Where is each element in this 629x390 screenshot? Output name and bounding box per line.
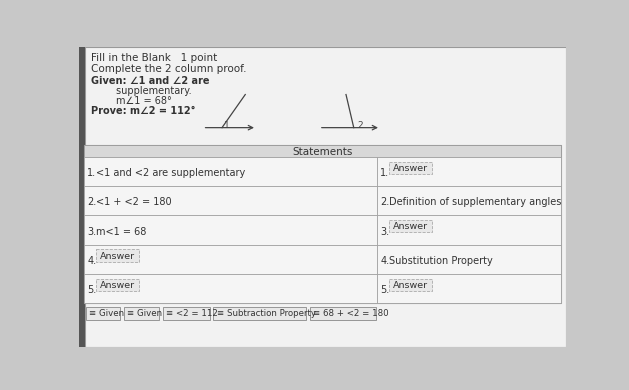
FancyBboxPatch shape xyxy=(84,274,377,303)
Text: Answer: Answer xyxy=(100,252,135,261)
Text: Prove: m∠2 = 112°: Prove: m∠2 = 112° xyxy=(91,106,196,116)
Text: 2.: 2. xyxy=(380,197,389,207)
FancyBboxPatch shape xyxy=(84,157,377,186)
FancyBboxPatch shape xyxy=(84,145,560,157)
Text: Answer: Answer xyxy=(100,281,135,290)
Text: ≡ Given: ≡ Given xyxy=(128,309,162,318)
Text: ≡ 68 + <2 = 180: ≡ 68 + <2 = 180 xyxy=(313,309,389,318)
Text: 3.: 3. xyxy=(87,227,96,237)
Text: Fill in the Blank   1 point: Fill in the Blank 1 point xyxy=(91,53,217,63)
FancyBboxPatch shape xyxy=(377,157,560,186)
Text: 5.: 5. xyxy=(87,285,96,295)
FancyBboxPatch shape xyxy=(84,245,377,274)
Text: Definition of supplementary angles: Definition of supplementary angles xyxy=(389,197,562,207)
FancyBboxPatch shape xyxy=(213,307,306,320)
Text: 1.: 1. xyxy=(380,168,389,178)
Text: ≡ Subtraction Property: ≡ Subtraction Property xyxy=(216,309,316,318)
FancyBboxPatch shape xyxy=(84,145,560,303)
FancyBboxPatch shape xyxy=(389,220,432,232)
FancyBboxPatch shape xyxy=(84,215,377,245)
Text: ≡ <2 = 112: ≡ <2 = 112 xyxy=(166,309,218,318)
FancyBboxPatch shape xyxy=(377,245,560,274)
FancyBboxPatch shape xyxy=(377,215,560,245)
Text: Answer: Answer xyxy=(393,281,428,290)
Text: Statements: Statements xyxy=(292,147,352,157)
FancyBboxPatch shape xyxy=(86,307,121,320)
Text: 1.: 1. xyxy=(87,168,96,178)
FancyBboxPatch shape xyxy=(79,47,85,347)
FancyBboxPatch shape xyxy=(163,307,209,320)
Text: m∠1 = 68°: m∠1 = 68° xyxy=(91,96,172,106)
Text: supplementary.: supplementary. xyxy=(91,86,192,96)
FancyBboxPatch shape xyxy=(96,278,139,291)
Text: 2.: 2. xyxy=(87,197,96,207)
FancyBboxPatch shape xyxy=(377,274,560,303)
Text: 3.: 3. xyxy=(380,227,389,237)
Text: m<1 = 68: m<1 = 68 xyxy=(96,227,147,237)
Text: 4.: 4. xyxy=(87,256,96,266)
Text: Given: ∠1 and ∠2 are: Given: ∠1 and ∠2 are xyxy=(91,76,209,86)
Text: 2: 2 xyxy=(358,122,364,131)
Text: Answer: Answer xyxy=(393,222,428,231)
Text: <1 + <2 = 180: <1 + <2 = 180 xyxy=(96,197,172,207)
Text: <1 and <2 are supplementary: <1 and <2 are supplementary xyxy=(96,168,246,178)
FancyBboxPatch shape xyxy=(389,161,432,174)
Text: 1: 1 xyxy=(225,122,230,131)
FancyBboxPatch shape xyxy=(84,186,377,215)
Text: Complete the 2 column proof.: Complete the 2 column proof. xyxy=(91,64,247,74)
FancyBboxPatch shape xyxy=(389,278,432,291)
FancyBboxPatch shape xyxy=(125,307,159,320)
Text: 5.: 5. xyxy=(380,285,389,295)
FancyBboxPatch shape xyxy=(377,186,560,215)
FancyBboxPatch shape xyxy=(85,47,566,347)
Text: Substitution Property: Substitution Property xyxy=(389,256,493,266)
FancyBboxPatch shape xyxy=(310,307,376,320)
Text: 4.: 4. xyxy=(380,256,389,266)
FancyBboxPatch shape xyxy=(96,249,139,262)
Text: ≡ Given: ≡ Given xyxy=(89,309,124,318)
Text: Answer: Answer xyxy=(393,164,428,173)
